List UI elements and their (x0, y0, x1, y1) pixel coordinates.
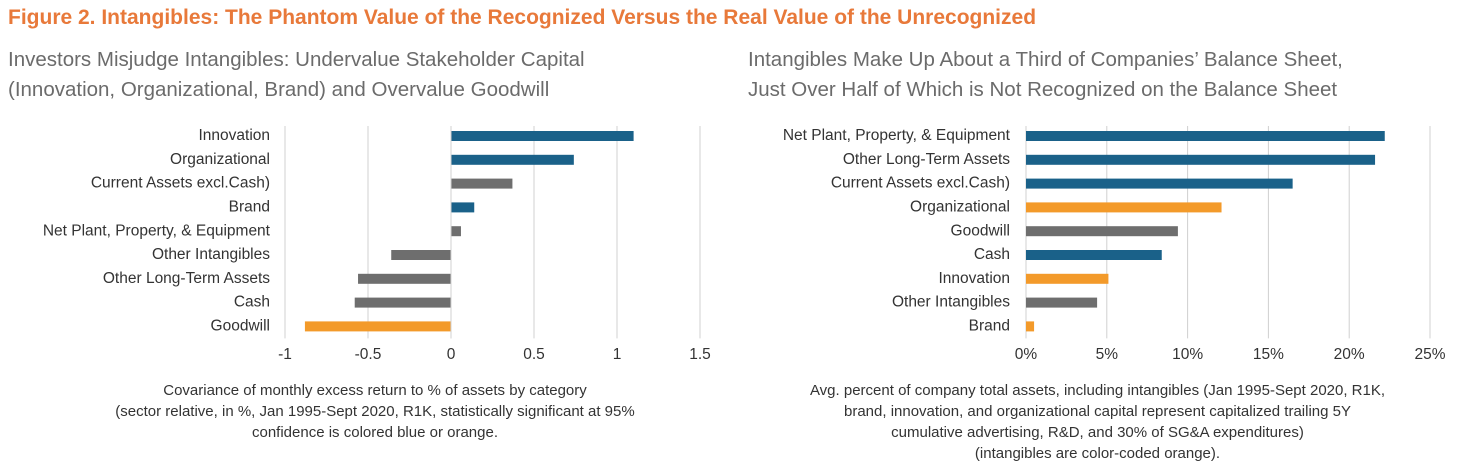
left-category-label-8: Goodwill (211, 317, 270, 334)
right-tick-label-3: 15% (1253, 346, 1284, 363)
left-chart-caption: Covariance of monthly excess return to %… (30, 380, 720, 443)
right-category-label-1: Other Long-Term Assets (843, 151, 1010, 168)
left-category-label-4: Net Plant, Property, & Equipment (43, 222, 271, 239)
left-category-label-6: Other Long-Term Assets (103, 270, 270, 287)
figure-title: Figure 2. Intangibles: The Phantom Value… (8, 6, 1037, 29)
left-bar-6 (358, 273, 451, 284)
left-category-label-5: Other Intangibles (152, 246, 270, 263)
right-tick-label-4: 20% (1334, 346, 1365, 363)
left-caption-line-3: confidence is colored blue or orange. (252, 424, 498, 441)
right-bar-6 (1026, 273, 1109, 284)
left-chart-title: Investors Misjudge Intangibles: Underval… (8, 45, 585, 105)
right-title-line-1: Intangibles Make Up About a Third of Com… (748, 48, 1343, 71)
left-tick-label-3: 0.5 (523, 346, 545, 363)
right-bar-4 (1026, 226, 1178, 237)
right-category-label-4: Goodwill (951, 222, 1010, 239)
left-tick-label-4: 1 (613, 346, 622, 363)
right-tick-label-2: 10% (1172, 346, 1203, 363)
right-category-label-7: Other Intangibles (892, 294, 1010, 311)
left-caption-line-2: (sector relative, in %, Jan 1995-Sept 20… (115, 403, 635, 420)
right-category-label-3: Organizational (910, 198, 1010, 215)
left-category-label-3: Brand (229, 198, 270, 215)
right-tick-label-0: 0% (1015, 346, 1038, 363)
right-caption-line-4: (intangibles are color-coded orange). (974, 445, 1221, 462)
left-caption-line-1: Covariance of monthly excess return to %… (163, 382, 587, 399)
left-tick-label-2: 0 (447, 346, 456, 363)
left-category-label-1: Organizational (170, 151, 270, 168)
right-chart-caption: Avg. percent of company total assets, in… (745, 380, 1450, 464)
right-bar-2 (1026, 178, 1293, 189)
left-bar-0 (451, 131, 634, 141)
left-bar-8 (304, 321, 451, 332)
right-category-label-0: Net Plant, Property, & Equipment (783, 127, 1011, 144)
right-bar-3 (1026, 202, 1222, 213)
right-category-label-6: Innovation (938, 270, 1010, 287)
right-bar-chart: Net Plant, Property, & Equipment Other Lo… (783, 126, 1446, 363)
right-bar-1 (1026, 154, 1376, 165)
right-chart-title: Intangibles Make Up About a Third of Com… (748, 45, 1343, 105)
left-category-label-7: Cash (234, 294, 270, 311)
left-bar-chart: Innovation Organizational Current Assets e… (43, 126, 711, 363)
right-category-label-5: Cash (974, 246, 1010, 263)
left-bar-5 (391, 250, 451, 260)
left-title-line-2: (Innovation, Organizational, Brand) and … (8, 78, 550, 101)
left-title-line-1: Investors Misjudge Intangibles: Underval… (8, 48, 585, 71)
right-tick-label-1: 5% (1096, 346, 1119, 363)
right-caption-line-1: Avg. percent of company total assets, in… (809, 382, 1386, 399)
left-tick-label-1: -0.5 (355, 346, 382, 363)
left-bar-3 (451, 202, 475, 213)
right-bar-7 (1026, 297, 1098, 308)
right-caption-line-3: cumulative advertising, R&D, and 30% of … (891, 424, 1304, 441)
left-bar-2 (451, 178, 513, 189)
left-bar-7 (354, 297, 451, 308)
left-category-label-0: Innovation (198, 127, 270, 144)
right-bar-0 (1026, 131, 1385, 141)
right-title-line-2: Just Over Half of Which is Not Recognize… (748, 78, 1338, 101)
left-tick-label-5: 1.5 (689, 346, 711, 363)
right-tick-label-5: 25% (1414, 346, 1445, 363)
left-category-label-2: Current Assets excl.Cash) (91, 175, 270, 192)
left-bar-1 (451, 154, 574, 165)
right-bar-8 (1026, 321, 1035, 332)
left-tick-label-0: -1 (278, 346, 292, 363)
right-caption-line-2: brand, innovation, and organizational ca… (844, 403, 1351, 420)
left-bar-4 (451, 226, 461, 237)
right-bar-5 (1026, 250, 1162, 260)
right-category-label-8: Brand (969, 317, 1010, 334)
right-category-label-2: Current Assets excl.Cash) (831, 175, 1010, 192)
